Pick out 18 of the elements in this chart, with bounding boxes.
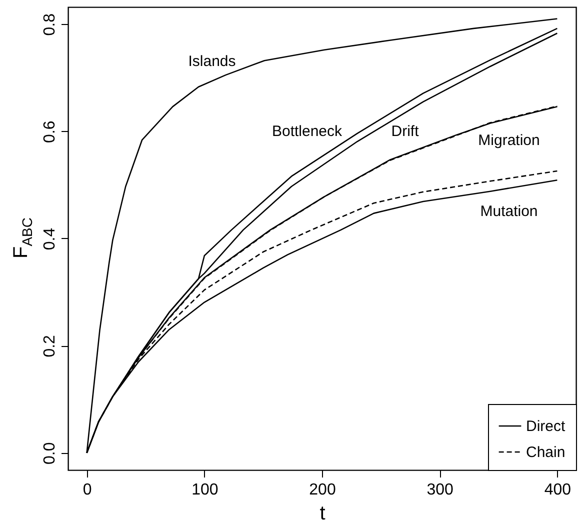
annotation: Migration <box>478 132 540 149</box>
annotation: Bottleneck <box>272 123 343 140</box>
x-tick-label: 300 <box>426 482 454 498</box>
x-tick-label: 100 <box>192 482 218 498</box>
y-tick-label: 0.4 <box>42 228 58 250</box>
annotation: Islands <box>188 53 236 70</box>
x-tick-label: 0 <box>82 482 92 498</box>
annotation: Drift <box>391 123 420 140</box>
y-tick-label: 0.0 <box>42 442 58 464</box>
legend-label: Direct <box>526 418 566 435</box>
annotation: Mutation <box>480 203 538 220</box>
x-tick-label: 400 <box>544 482 572 498</box>
legend-label: Chain <box>526 444 566 461</box>
y-tick-label: 0.2 <box>42 334 58 358</box>
x-axis-title: t <box>320 502 326 524</box>
y-tick-label: 0.6 <box>42 120 58 143</box>
x-tick-label: 200 <box>309 482 336 498</box>
y-tick-label: 0.8 <box>42 13 58 36</box>
